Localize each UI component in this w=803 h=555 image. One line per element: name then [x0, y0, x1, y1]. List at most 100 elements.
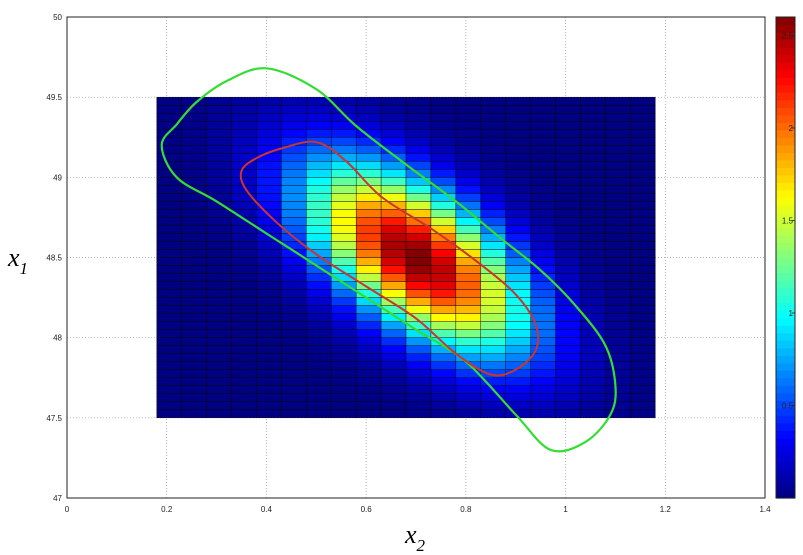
heatmap-cell [256, 345, 282, 354]
heatmap-cell [480, 345, 506, 354]
heatmap-cell [455, 161, 482, 170]
heatmap-cell [455, 305, 482, 314]
heatmap-cell [630, 161, 656, 170]
heatmap-cell [256, 361, 282, 370]
heatmap-cell [430, 161, 457, 170]
heatmap-cell [181, 145, 207, 154]
heatmap-cell [306, 345, 332, 354]
heatmap-cell [630, 225, 656, 234]
heatmap-cell [480, 313, 506, 322]
heatmap-cell [555, 393, 581, 402]
heatmap-cell [231, 129, 257, 138]
heatmap-cell [380, 353, 407, 362]
colorbar-segment [776, 114, 795, 123]
heatmap-cell [231, 377, 257, 386]
heatmap-cell [605, 297, 631, 306]
heatmap-cell [430, 129, 457, 138]
heatmap-cell [505, 273, 531, 282]
heatmap-cell [355, 96, 382, 106]
heatmap-cell [156, 337, 182, 346]
heatmap-cell [156, 281, 182, 290]
heatmap-cell [455, 121, 482, 130]
heatmap-cell [206, 233, 232, 242]
heatmap-cell [281, 369, 307, 378]
heatmap-cell [505, 104, 531, 114]
heatmap-cell [306, 361, 332, 370]
heatmap-cell [331, 233, 357, 242]
heatmap-cell [256, 329, 282, 338]
heatmap-cell [256, 273, 282, 282]
heatmap-cell [306, 185, 332, 194]
heatmap-cell [355, 329, 382, 338]
heatmap-cell [331, 353, 357, 362]
heatmap-cell [455, 385, 482, 394]
heatmap-cell [505, 385, 531, 394]
heatmap-cell [156, 193, 182, 202]
heatmap-cell [256, 265, 282, 274]
heatmap-cell [306, 241, 332, 250]
heatmap-cell [405, 104, 432, 114]
heatmap-cell [480, 104, 506, 114]
heatmap-cell [256, 129, 282, 138]
heatmap-cell [306, 313, 332, 322]
heatmap-cell [530, 145, 556, 154]
heatmap-cell [605, 385, 631, 394]
heatmap-cell [206, 393, 232, 402]
heatmap-cell [430, 177, 457, 186]
y-tick-label: 47 [53, 494, 62, 503]
heatmap-cell [206, 177, 232, 186]
y-tick-label: 48 [53, 334, 62, 343]
heatmap-cell [630, 169, 656, 178]
heatmap-cell [480, 289, 506, 298]
heatmap-cell [505, 329, 531, 338]
heatmap-cell [206, 153, 232, 162]
heatmap-cell [630, 233, 656, 242]
heatmap-cell [156, 153, 182, 162]
heatmap-cell [405, 337, 432, 346]
x-tick-labels: 0 0.2 0.4 0.6 0.8 1 1.2 1.4 [65, 505, 771, 514]
heatmap-cell [156, 377, 182, 386]
heatmap-cell [480, 361, 506, 370]
heatmap-cell [455, 104, 482, 114]
heatmap-cell [355, 104, 382, 114]
heatmap-cell [480, 241, 506, 250]
heatmap-cell [206, 145, 232, 154]
x-tick-label: 0.6 [361, 505, 373, 514]
heatmap-cell [281, 217, 307, 226]
heatmap-cell [355, 377, 382, 386]
heatmap-cell [605, 96, 631, 106]
heatmap-cell [405, 377, 432, 386]
heatmap-cell [505, 377, 531, 386]
heatmap-cell [281, 313, 307, 322]
heatmap-cell [405, 112, 432, 122]
heatmap-cell [306, 289, 332, 298]
colorbar-segment [776, 467, 795, 477]
heatmap-cell [430, 369, 457, 378]
heatmap-cell [530, 153, 556, 162]
heatmap-cell [630, 337, 656, 346]
colorbar-segment [776, 204, 795, 214]
heatmap-cell [630, 321, 656, 330]
heatmap-cell [555, 209, 581, 218]
colorbar-segment [776, 92, 795, 101]
heatmap-cell [231, 233, 257, 242]
heatmap-cell [331, 345, 357, 354]
heatmap-cell [156, 353, 182, 362]
heatmap-cell [605, 249, 631, 258]
heatmap-cell [530, 96, 556, 106]
heatmap-surface [156, 96, 656, 419]
heatmap-cell [580, 257, 606, 266]
heatmap-cell [630, 104, 656, 114]
heatmap-cell [455, 313, 482, 322]
heatmap-cell [555, 121, 581, 130]
heatmap-cell [156, 289, 182, 298]
colorbar-segment [776, 377, 795, 386]
heatmap-cell [580, 377, 606, 386]
heatmap-cell [455, 96, 482, 106]
heatmap-cell [306, 393, 332, 402]
heatmap-cell [430, 257, 457, 266]
heatmap-cell [306, 369, 332, 378]
heatmap-cell [505, 145, 531, 154]
colorbar-segment [776, 77, 795, 86]
